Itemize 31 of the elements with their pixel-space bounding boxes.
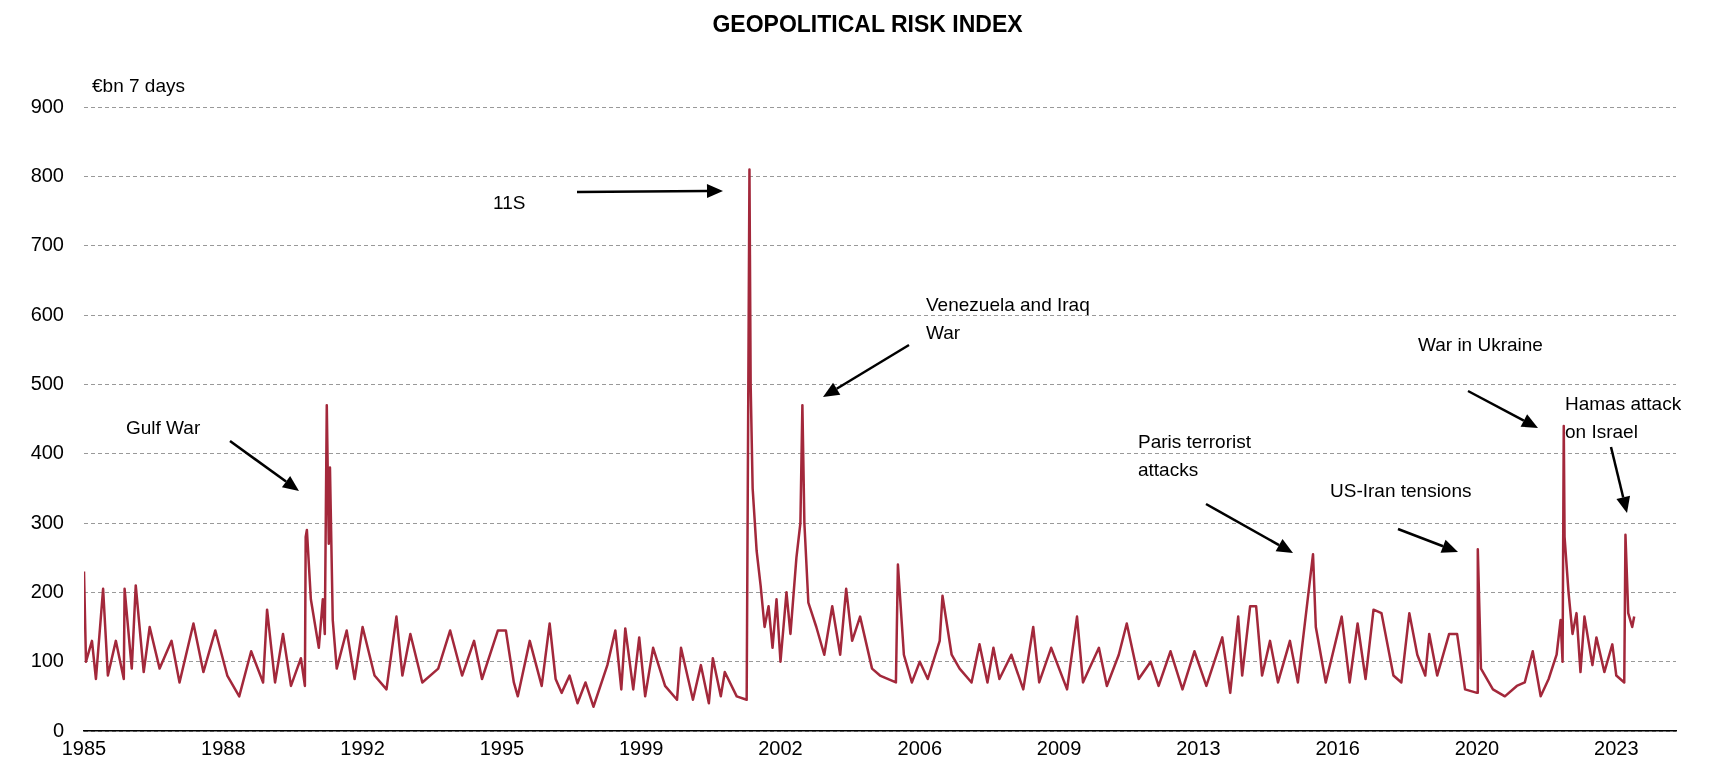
x-tick-label: 2020 [1454, 736, 1500, 759]
annotation: War in Ukraine [1418, 334, 1543, 356]
x-tick-label: 2009 [1036, 736, 1082, 759]
annotation: US-Iran tensions [1330, 480, 1472, 502]
y-tick-label: 900 [30, 94, 64, 117]
x-tick-label: 2002 [758, 736, 803, 759]
x-tick-label: 2006 [897, 736, 943, 759]
x-tick-label: 1995 [479, 736, 525, 759]
annotation: Venezuela and Iraq War [926, 294, 1090, 344]
x-tick-label: 1985 [61, 736, 107, 759]
y-tick-label: 500 [30, 371, 64, 394]
annotation: 11S [493, 192, 526, 214]
x-tick-label: 2013 [1176, 736, 1221, 759]
chart-title: GEOPOLITICAL RISK INDEX [712, 11, 1024, 38]
y-axis-title: €bn 7 days [92, 75, 185, 97]
x-tick-label: 1992 [340, 736, 385, 759]
annotation: Hamas attack on Israel [1565, 393, 1682, 443]
y-tick-label: 300 [30, 510, 64, 533]
x-tick-label: 1999 [618, 736, 664, 759]
y-tick-label: 100 [30, 649, 64, 672]
y-tick-label: 600 [30, 302, 64, 325]
annotation: Gulf War [126, 417, 201, 439]
y-tick-label: 200 [30, 579, 64, 602]
annotation: Paris terrorist attacks [1138, 431, 1252, 481]
x-tick-label: 2016 [1315, 736, 1360, 759]
y-tick-label: 800 [30, 163, 64, 186]
x-tick-label: 2023 [1594, 736, 1639, 759]
y-tick-label: 400 [30, 441, 64, 464]
x-tick-label: 1988 [201, 736, 246, 759]
y-tick-label: 700 [30, 233, 64, 256]
y-tick-label: 0 [52, 718, 64, 741]
